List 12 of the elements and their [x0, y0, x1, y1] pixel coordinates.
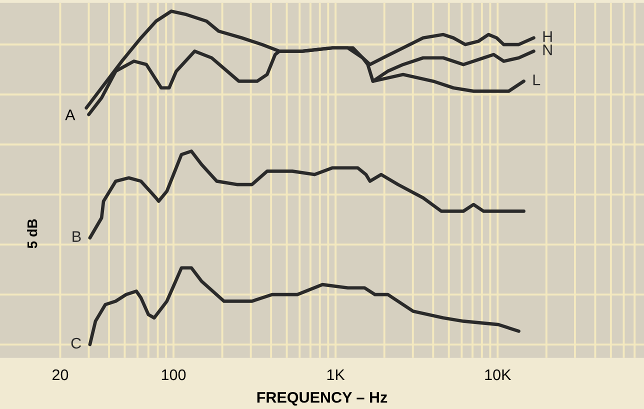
x-tick-label: 20: [52, 369, 68, 380]
series-label: C: [71, 338, 82, 349]
series-label: L: [533, 74, 540, 86]
annotation: 5 dB: [27, 219, 38, 248]
series-label: H: [543, 31, 552, 42]
series-label: B: [72, 231, 81, 242]
series-label: N: [543, 44, 552, 56]
x-tick-label: 1K: [327, 370, 345, 380]
x-tick-label: 100: [162, 369, 186, 380]
x-tick-label: 10K: [485, 369, 512, 380]
x-axis-title: FREQUENCY – Hz: [257, 392, 388, 406]
annotation: A: [65, 110, 76, 120]
